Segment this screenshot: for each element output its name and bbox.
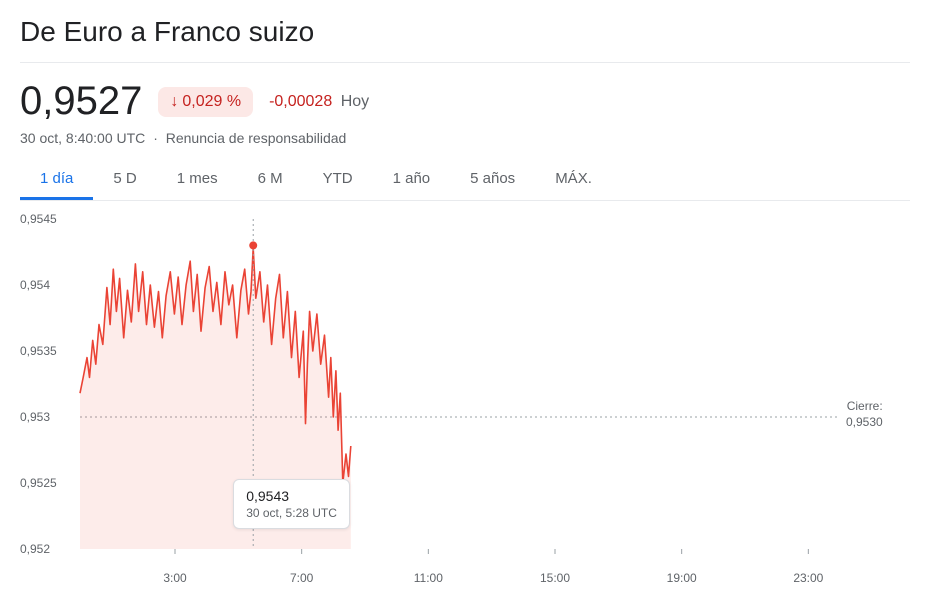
- change-percent-value: 0,029 %: [182, 93, 241, 111]
- price-row: 0,9527 ↓ 0,029 % -0,00028 Hoy: [20, 79, 910, 124]
- range-tab[interactable]: YTD: [303, 160, 373, 200]
- range-tab[interactable]: 5 D: [93, 160, 156, 200]
- range-tab[interactable]: 6 M: [238, 160, 303, 200]
- chart-svg: [20, 213, 910, 593]
- meta-row: 30 oct, 8:40:00 UTC · Renuncia de respon…: [20, 130, 910, 146]
- change-percent-badge: ↓ 0,029 %: [158, 87, 253, 117]
- page-title: De Euro a Franco suizo: [20, 16, 910, 48]
- y-axis-label: 0,9525: [20, 476, 57, 490]
- x-axis-label: 15:00: [540, 571, 570, 585]
- y-axis-label: 0,952: [20, 542, 50, 556]
- divider: [20, 62, 910, 63]
- x-axis-label: 7:00: [290, 571, 313, 585]
- y-axis-label: 0,953: [20, 410, 50, 424]
- range-tabs: 1 día5 D1 mes6 MYTD1 año5 añosMÁX.: [20, 160, 910, 201]
- x-axis-label: 23:00: [793, 571, 823, 585]
- arrow-down-icon: ↓: [170, 93, 178, 111]
- close-label-value: 0,9530: [846, 415, 883, 431]
- price-chart[interactable]: 0,9545 0,954 0,9535 0,953 0,9525 0,952 3:00 7:…: [20, 213, 910, 593]
- range-tab[interactable]: MÁX.: [535, 160, 612, 200]
- range-tab[interactable]: 1 año: [373, 160, 451, 200]
- y-axis-label: 0,954: [20, 278, 50, 292]
- y-axis-label: 0,9535: [20, 344, 57, 358]
- x-axis-label: 11:00: [414, 571, 443, 585]
- current-price: 0,9527: [20, 79, 142, 124]
- change-period-label: Hoy: [341, 93, 369, 110]
- y-axis-label: 0,9545: [20, 212, 57, 226]
- range-tab[interactable]: 1 mes: [157, 160, 238, 200]
- x-axis-label: 19:00: [667, 571, 697, 585]
- x-axis-labels: 3:00 7:00 11:00 15:00 19:00 23:00: [20, 573, 910, 593]
- change-absolute-value: -0,00028: [269, 93, 332, 110]
- x-axis-label: 3:00: [163, 571, 186, 585]
- disclaimer-link[interactable]: Renuncia de responsabilidad: [166, 130, 347, 146]
- tooltip-value: 0,9543: [246, 488, 337, 504]
- chart-tooltip: 0,9543 30 oct, 5:28 UTC: [233, 479, 350, 529]
- range-tab[interactable]: 5 años: [450, 160, 535, 200]
- meta-separator: ·: [153, 130, 158, 146]
- tooltip-time: 30 oct, 5:28 UTC: [246, 506, 337, 520]
- close-label-title: Cierre:: [846, 399, 883, 415]
- previous-close-label: Cierre: 0,9530: [846, 399, 883, 430]
- timestamp: 30 oct, 8:40:00 UTC: [20, 130, 145, 146]
- change-absolute-wrap: -0,00028 Hoy: [269, 93, 369, 111]
- range-tab[interactable]: 1 día: [20, 160, 93, 200]
